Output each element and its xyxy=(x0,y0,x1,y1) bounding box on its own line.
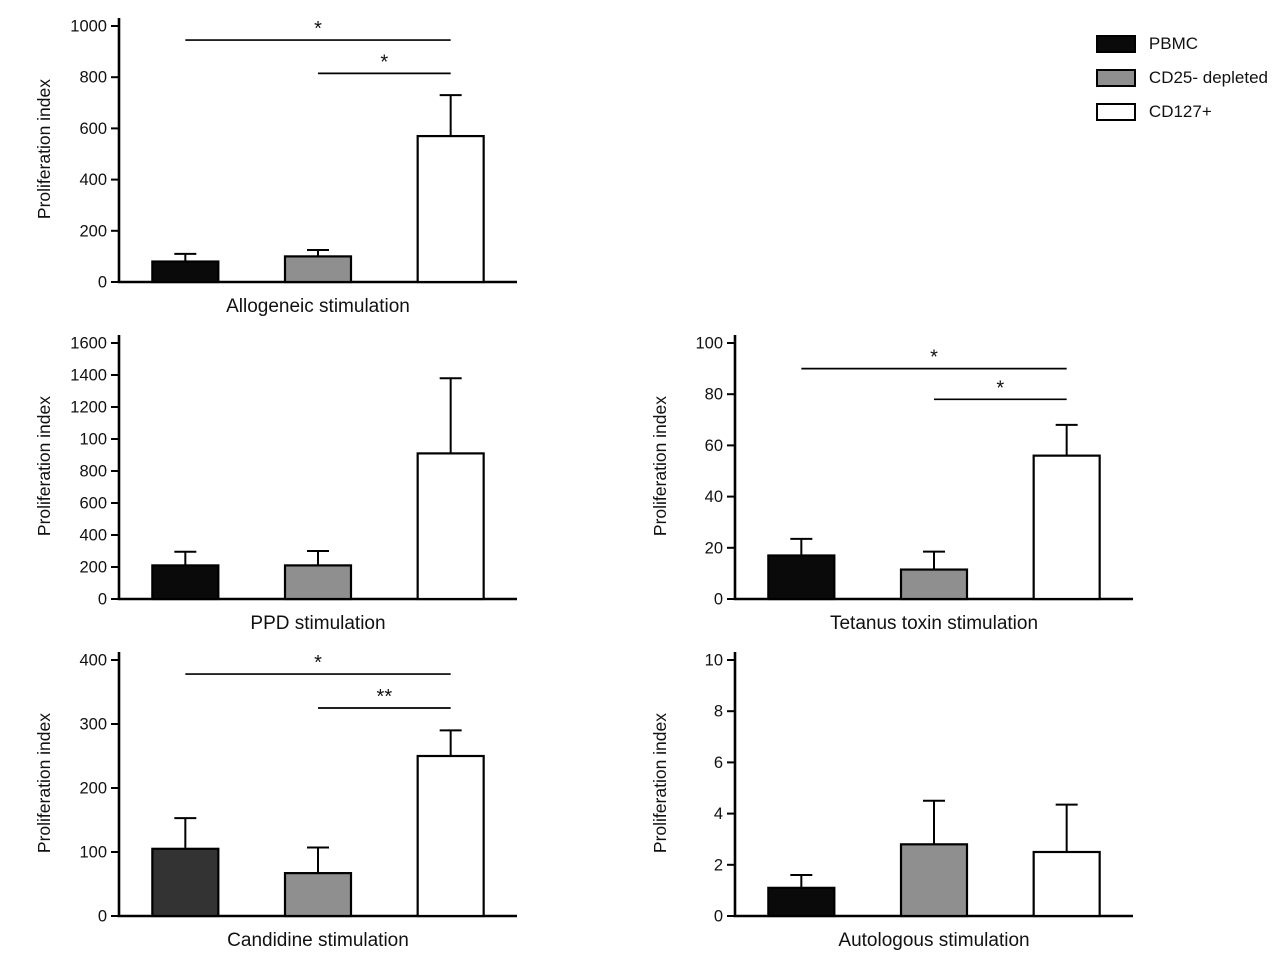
y-tick-label: 100 xyxy=(695,334,723,352)
legend-swatch-cd127 xyxy=(1095,103,1136,121)
tetanus-plot: 0 20 40 60 80 100 * * xyxy=(695,334,1133,608)
legend-cell: PBMC CD25- depleted CD127+ xyxy=(640,8,1280,319)
y-tick-label: 200 xyxy=(79,779,107,797)
bar xyxy=(283,255,353,284)
y-axis-title: Proliferation index xyxy=(650,712,670,854)
significance-label: * xyxy=(930,346,938,368)
bar xyxy=(151,564,220,600)
plot-column: 0 200 400 600 800 100 1200 1400 1600 PPD stimula… xyxy=(55,325,535,636)
plot-column: 0 20 40 60 80 100 * * Tetanus toxin stimulation xyxy=(671,325,1151,636)
y-tick-label: 0 xyxy=(98,274,107,292)
y-tick-label: 200 xyxy=(79,222,107,240)
y-tick-label: 800 xyxy=(79,69,107,87)
y-tick-label: 1200 xyxy=(70,398,107,416)
figure-grid: Proliferation index 0 200 400 600 800 1000 * * … xyxy=(0,8,1280,953)
legend-item-pbmc: PBMC xyxy=(1095,34,1268,54)
y-tick-label: 0 xyxy=(98,590,107,608)
allogeneic-plot: 0 200 400 600 800 1000 * * xyxy=(70,18,517,292)
legend-item-cd127: CD127+ xyxy=(1095,102,1268,122)
bar xyxy=(899,842,969,917)
y-tick-label: 1600 xyxy=(70,334,107,352)
bar xyxy=(416,452,485,600)
bar xyxy=(767,554,836,600)
bar xyxy=(1032,454,1101,600)
chart-ppd: Proliferation index 0 200 400 600 800 100 1200… xyxy=(0,325,640,636)
y-tick-label: 1000 xyxy=(70,18,107,36)
chart-title: Candidine stimulation xyxy=(227,929,409,951)
y-tick-label: 600 xyxy=(79,120,107,138)
legend-label: PBMC xyxy=(1148,34,1199,53)
bar xyxy=(151,847,220,917)
plot-column: 0 2 4 6 8 10 Autologous stimulation xyxy=(671,642,1151,953)
y-tick-label: 80 xyxy=(705,385,723,403)
significance-label: * xyxy=(314,652,322,674)
chart-title: PPD stimulation xyxy=(250,612,386,634)
y-tick-label: 2 xyxy=(714,856,723,874)
y-tick-label: 400 xyxy=(79,171,107,189)
bar xyxy=(151,260,220,284)
legend-swatch-cd25-depleted xyxy=(1095,69,1136,87)
y-tick-label: 40 xyxy=(705,488,723,506)
bar xyxy=(416,754,485,917)
chart-title: Allogeneic stimulation xyxy=(226,296,410,317)
y-tick-label: 60 xyxy=(705,437,723,455)
legend-label: CD127+ xyxy=(1148,102,1212,121)
plot-column: 0 200 400 600 800 1000 * * Allogeneic stimulati… xyxy=(55,8,535,319)
y-tick-label: 400 xyxy=(79,526,107,544)
significance-label: * xyxy=(380,51,388,73)
legend-swatch-pbmc xyxy=(1095,35,1136,53)
y-tick-label: 300 xyxy=(79,715,107,733)
bar xyxy=(416,134,485,284)
y-tick-label: 0 xyxy=(98,907,107,925)
chart-candidine: Proliferation index 0 100 200 300 400 * ** Can… xyxy=(0,642,640,953)
y-tick-label: 100 xyxy=(79,430,107,448)
bar xyxy=(899,568,969,600)
chart-tetanus: Proliferation index 0 20 40 60 80 100 * * Tetan… xyxy=(640,325,1280,636)
significance-label: ** xyxy=(377,686,393,708)
y-tick-label: 400 xyxy=(79,651,107,669)
bar xyxy=(283,564,353,600)
bar xyxy=(1032,850,1101,917)
bar xyxy=(767,886,836,917)
legend: PBMC CD25- depleted CD127+ xyxy=(1095,34,1268,122)
y-axis-title: Proliferation index xyxy=(34,79,54,220)
chart-title: Autologous stimulation xyxy=(838,929,1030,951)
y-tick-label: 6 xyxy=(714,753,723,771)
legend-item-cd25-depleted: CD25- depleted xyxy=(1095,68,1268,88)
y-tick-label: 600 xyxy=(79,494,107,512)
y-tick-label: 4 xyxy=(714,805,723,823)
y-axis-title: Proliferation index xyxy=(34,396,54,537)
y-tick-label: 10 xyxy=(705,651,723,669)
plot-column: 0 100 200 300 400 * ** Candidine stimulation xyxy=(55,642,535,953)
y-axis-title: Proliferation index xyxy=(34,712,54,854)
autologous-plot: 0 2 4 6 8 10 xyxy=(705,651,1133,925)
y-tick-label: 1400 xyxy=(70,366,107,384)
significance-label: * xyxy=(996,377,1004,399)
y-axis-title: Proliferation index xyxy=(650,396,670,537)
chart-title: Tetanus toxin stimulation xyxy=(829,612,1039,634)
y-tick-label: 20 xyxy=(705,539,723,557)
chart-autologous: Proliferation index 0 2 4 6 8 10 Autologous s… xyxy=(640,642,1280,953)
chart-allogeneic: Proliferation index 0 200 400 600 800 1000 * * … xyxy=(0,8,640,319)
y-tick-label: 100 xyxy=(79,843,107,861)
ppd-plot: 0 200 400 600 800 100 1200 1400 1600 xyxy=(70,334,517,608)
y-tick-label: 8 xyxy=(714,702,723,720)
legend-label: CD25- depleted xyxy=(1148,68,1268,87)
y-tick-label: 800 xyxy=(79,462,107,480)
y-tick-label: 0 xyxy=(714,590,723,608)
significance-label: * xyxy=(314,18,322,40)
y-tick-label: 200 xyxy=(79,558,107,576)
bar xyxy=(283,871,353,917)
y-tick-label: 0 xyxy=(714,907,723,925)
